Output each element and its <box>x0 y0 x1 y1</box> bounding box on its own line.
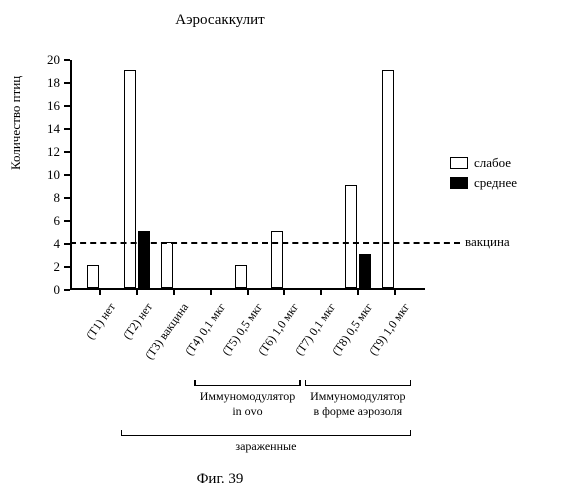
x-tick <box>99 288 101 295</box>
y-tick-label: 16 <box>47 98 70 114</box>
y-tick-label: 0 <box>54 282 71 298</box>
bar-mild <box>345 185 357 289</box>
legend-label: среднее <box>474 175 517 191</box>
bar-mild <box>87 265 99 288</box>
group-bracket <box>305 385 412 386</box>
plot-area: 02468101214161820 <box>70 60 425 290</box>
y-tick-label: 18 <box>47 75 70 91</box>
y-tick-label: 20 <box>47 52 70 68</box>
y-tick-label: 12 <box>47 144 70 160</box>
x-tick-label: (T2) нет <box>120 300 156 342</box>
legend-swatch <box>450 177 468 189</box>
y-tick-label: 14 <box>47 121 70 137</box>
x-tick <box>320 288 322 295</box>
bar-mild <box>124 70 136 289</box>
x-tick <box>394 288 396 295</box>
figure-caption: Фиг. 39 <box>0 471 440 488</box>
x-tick <box>357 288 359 295</box>
y-axis <box>70 60 72 288</box>
legend-label: слабое <box>474 155 511 171</box>
legend: слабое среднее <box>450 155 517 195</box>
figure: Аэросаккулит Количество птиц 02468101214… <box>0 0 581 500</box>
x-tick <box>136 288 138 295</box>
group-label: Иммуномодуляторв форме аэрозоля <box>305 389 412 419</box>
bar-moderate <box>138 231 150 289</box>
group-bracket <box>194 385 301 386</box>
x-tick <box>173 288 175 295</box>
legend-item: среднее <box>450 175 517 191</box>
chart-title: Аэросаккулит <box>0 12 440 29</box>
x-tick <box>283 288 285 295</box>
reference-line-label: вакцина <box>465 234 510 250</box>
y-axis-label: Количество птиц <box>8 76 24 170</box>
y-tick-label: 8 <box>54 190 71 206</box>
y-tick-label: 10 <box>47 167 70 183</box>
bar-mild <box>382 70 394 289</box>
bar-mild <box>271 231 283 289</box>
x-tick-label: (T1) нет <box>83 300 119 342</box>
bar-mild <box>235 265 247 288</box>
legend-item: слабое <box>450 155 517 171</box>
bar-moderate <box>359 254 371 289</box>
y-tick-label: 2 <box>54 259 71 275</box>
bar-mild <box>161 242 173 288</box>
legend-swatch <box>450 157 468 169</box>
group-bracket <box>121 435 412 436</box>
group-label: Иммуномодуляторin ovo <box>194 389 301 419</box>
reference-line <box>70 242 460 244</box>
group-label: зараженные <box>121 439 412 454</box>
x-tick <box>210 288 212 295</box>
x-tick <box>247 288 249 295</box>
y-tick-label: 6 <box>54 213 71 229</box>
y-tick-label: 4 <box>54 236 71 252</box>
